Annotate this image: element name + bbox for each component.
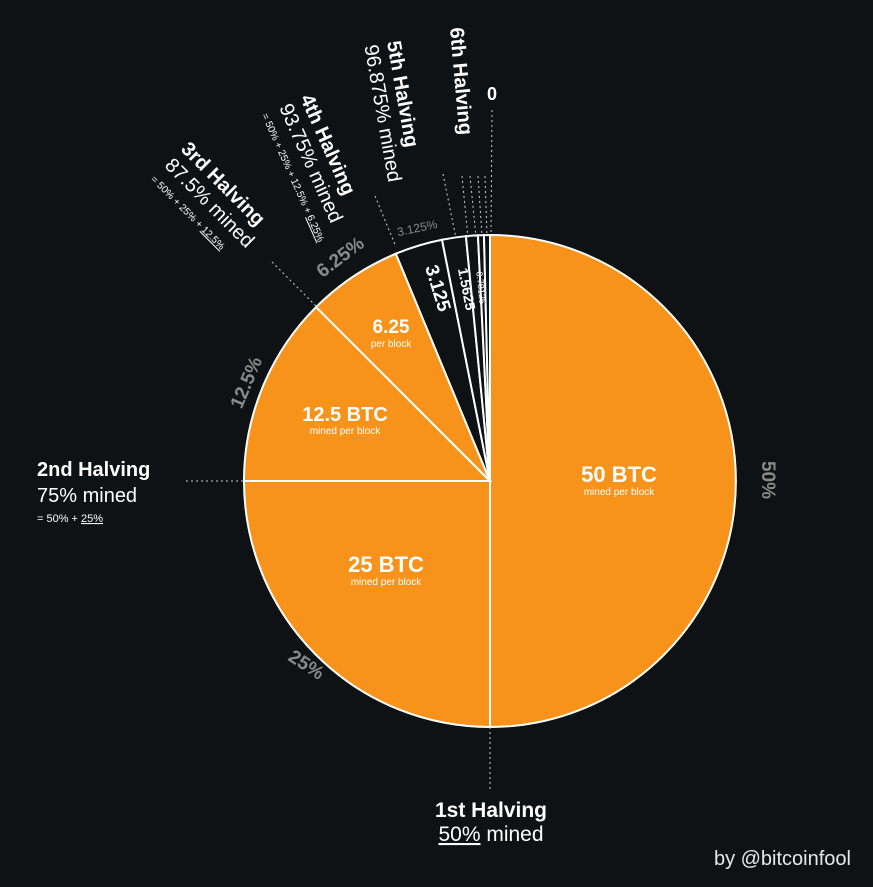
slice-7-reward: 0.78125: [474, 271, 487, 304]
zero-label: 0: [487, 84, 497, 104]
halving-1-word: mined: [481, 823, 544, 846]
halving-1-pct: 50%: [438, 823, 480, 846]
slice-3-reward: 12.5 BTC: [302, 404, 388, 426]
pct-label-50: 50%: [757, 461, 778, 499]
credit-text: by @bitcoinfool: [713, 848, 851, 870]
halving-6-group: 6th Halving: [445, 27, 476, 136]
pie-slice-3: [242, 305, 493, 482]
leader-6th-0: [461, 175, 469, 239]
leader-3rd: [271, 261, 317, 307]
leader-6th-2: [477, 175, 483, 237]
halving-2-formula-last: 25%: [81, 513, 103, 525]
pct-label-3-125: 3.125%: [396, 217, 439, 239]
slice-3-sub: mined per block: [310, 426, 382, 437]
halving-6-title: 6th Halving: [445, 27, 476, 136]
pie-slice-9: [482, 233, 491, 482]
leader-6th-1: [469, 175, 477, 238]
slice-2-sub: mined per block: [351, 577, 423, 588]
slice-4-reward: 6.25: [373, 317, 410, 338]
leader-zero: [490, 109, 493, 236]
leader-5th: [442, 173, 457, 239]
slice-2-reward: 25 BTC: [348, 552, 424, 577]
halving-4-formula-last: 6.25%: [304, 213, 326, 243]
pie-slice-1: [489, 233, 737, 729]
leader-lines: [186, 109, 493, 790]
pie-slices: [242, 233, 737, 729]
halving-2-formula: = 50% + 25%: [37, 513, 103, 525]
slice-1-reward: 50 BTC: [581, 462, 657, 487]
slice-1-sub: mined per block: [584, 487, 656, 498]
halving-2-mined: 75% mined: [37, 485, 137, 507]
pie-slice-2: [242, 480, 491, 729]
leader-4th: [374, 195, 397, 248]
halving-1-mined: 50% mined: [438, 823, 543, 846]
halving-2-title: 2nd Halving: [37, 459, 150, 481]
halving-1-title: 1st Halving: [435, 799, 547, 822]
slice-4-sub: per block: [371, 339, 413, 350]
leader-6th-3: [484, 175, 488, 237]
